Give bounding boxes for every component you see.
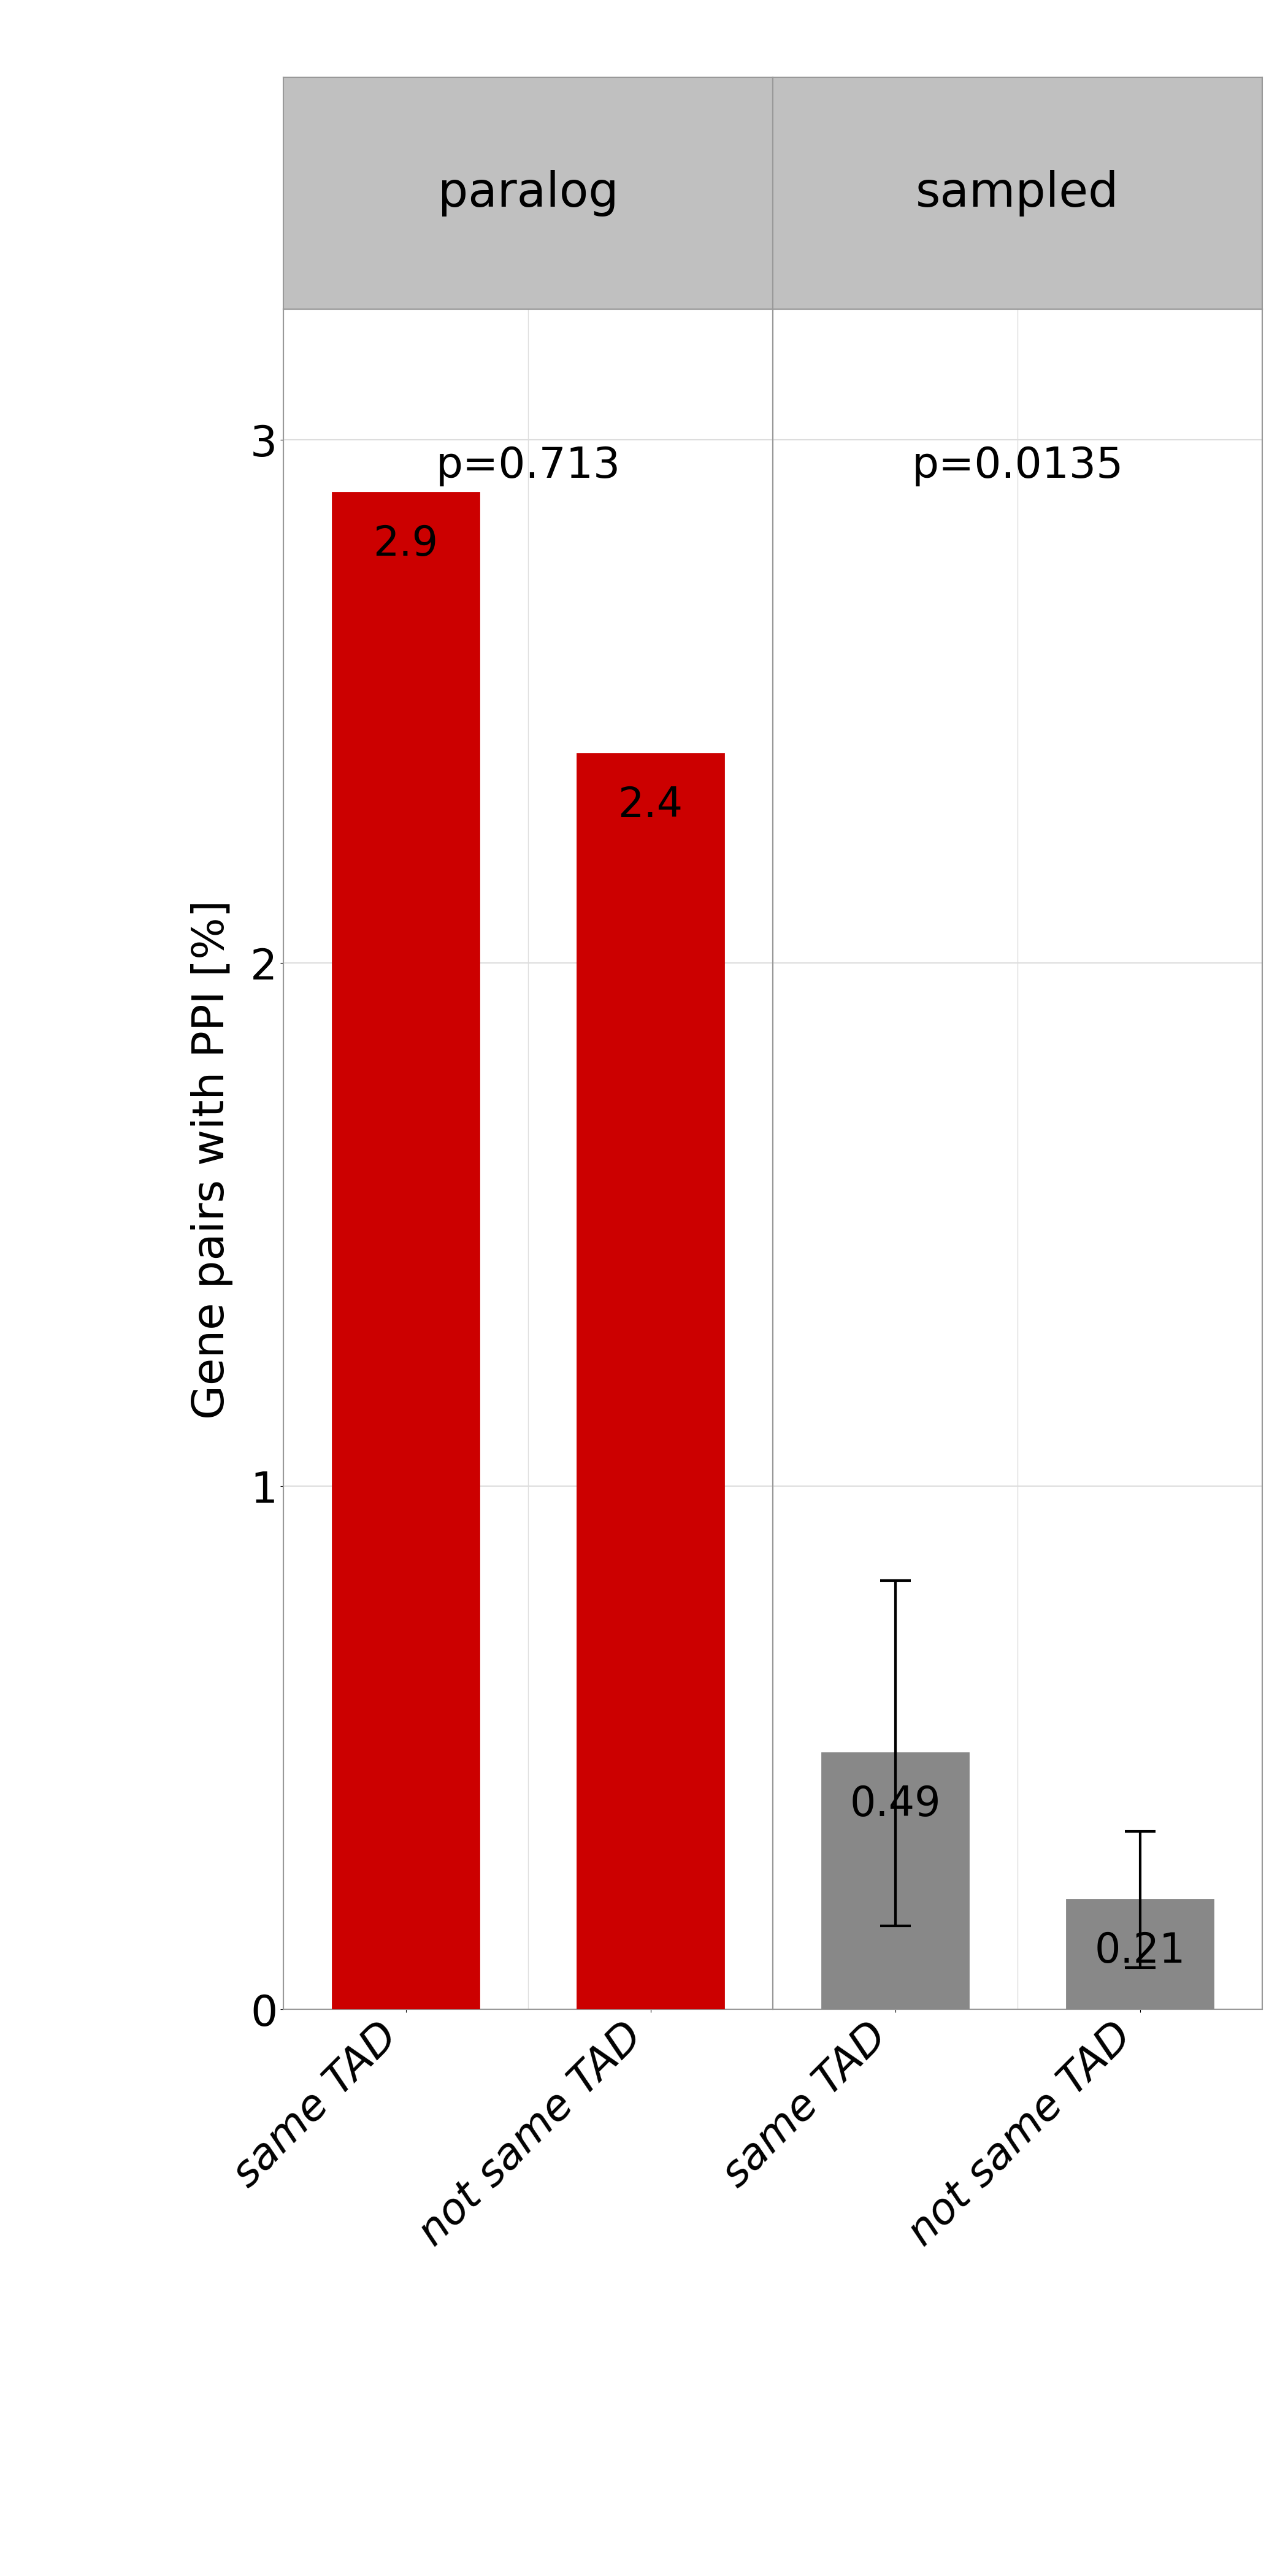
Text: 2.4: 2.4 (618, 786, 683, 827)
Bar (332, 492, 479, 2009)
Text: sampled: sampled (916, 170, 1119, 216)
Bar (1066, 1899, 1213, 2009)
Text: p=0.0135: p=0.0135 (912, 446, 1123, 487)
Text: 2.9: 2.9 (374, 523, 438, 564)
Text: p=0.713: p=0.713 (435, 446, 621, 487)
Text: 0.49: 0.49 (850, 1785, 940, 1824)
Bar (822, 1752, 969, 2009)
Text: 0.21: 0.21 (1095, 1932, 1185, 1971)
Y-axis label: Gene pairs with PPI [%]: Gene pairs with PPI [%] (191, 899, 233, 1419)
Bar (577, 755, 724, 2009)
Text: paralog: paralog (438, 170, 618, 216)
